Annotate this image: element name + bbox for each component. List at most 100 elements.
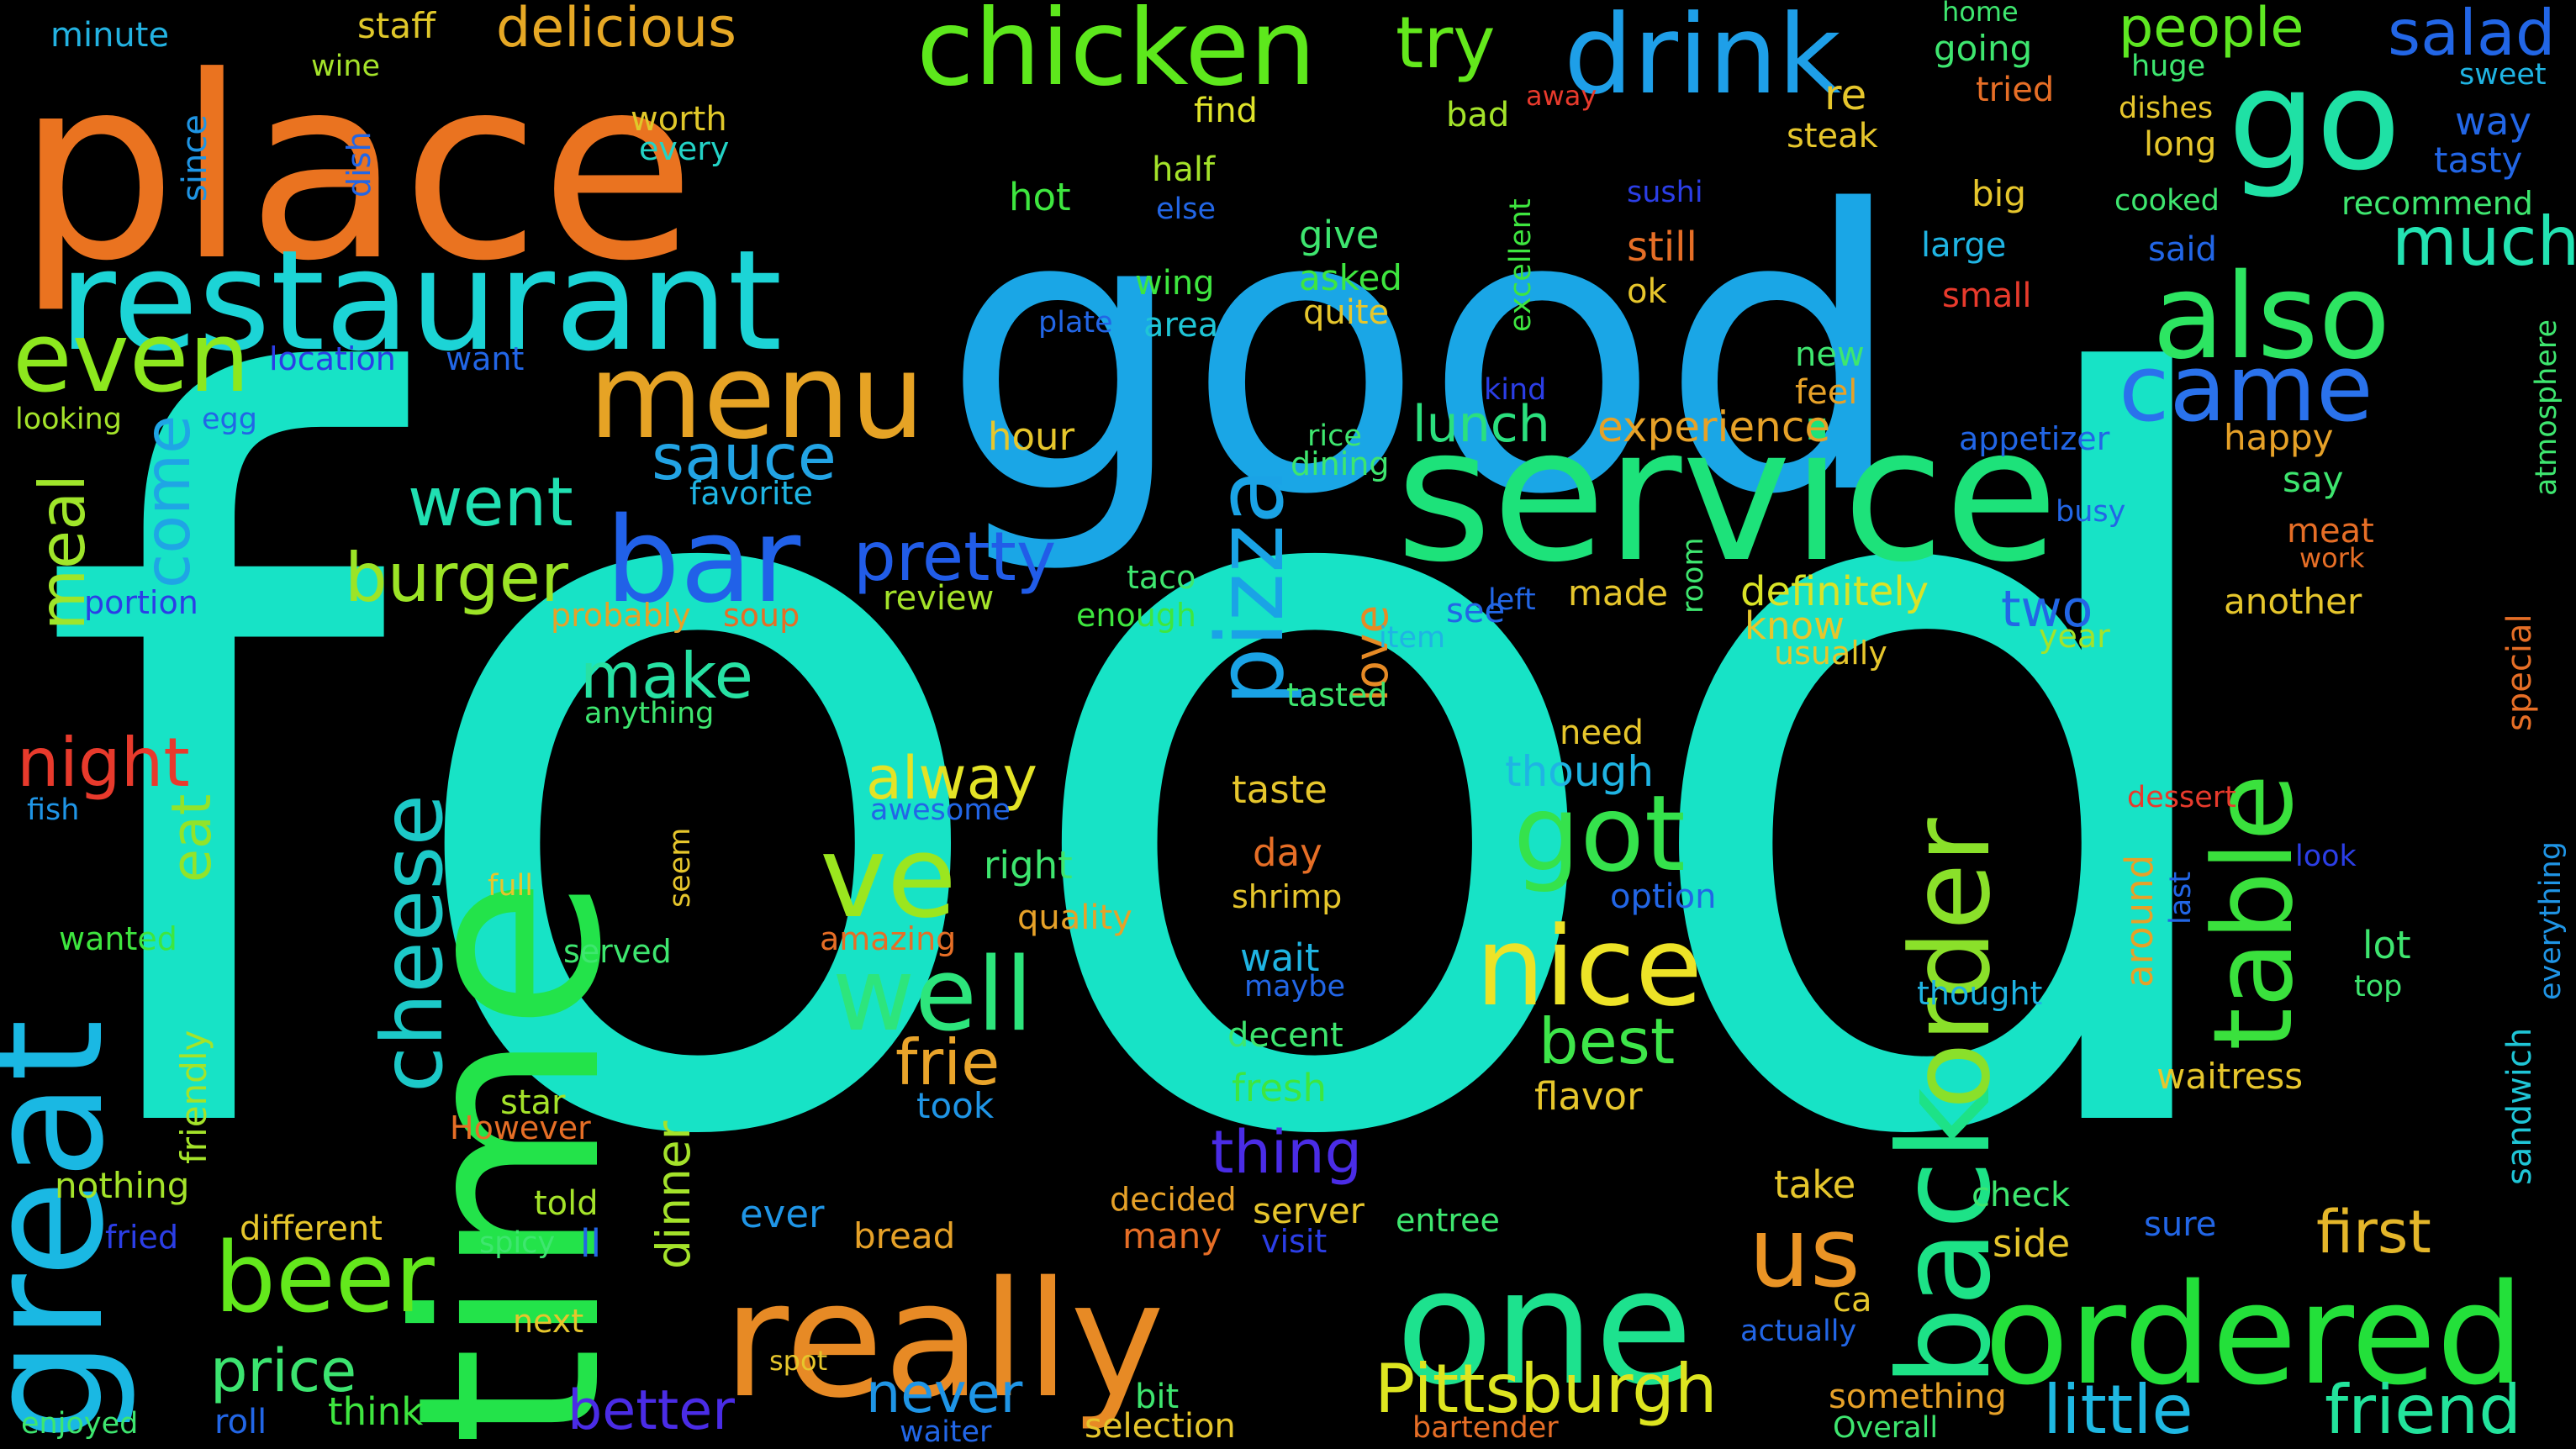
word-alway: alway: [866, 744, 1037, 813]
word-say: say: [2283, 459, 2343, 500]
word-lot: lot: [2362, 923, 2411, 967]
word-eat: eat: [161, 794, 224, 883]
word-something: something: [1829, 1378, 2007, 1416]
word-went: went: [408, 463, 573, 541]
word-also: also: [2152, 249, 2390, 386]
word-ve: ve: [820, 811, 957, 943]
word-egg: egg: [202, 403, 257, 436]
word-next: next: [513, 1303, 583, 1340]
word-kind: kind: [1484, 373, 1546, 407]
word-waitress: waitress: [2156, 1056, 2303, 1097]
word-feel: feel: [1795, 373, 1857, 412]
word-better: better: [567, 1379, 735, 1442]
word-want: want: [446, 340, 524, 377]
word-actually: actually: [1740, 1315, 1856, 1348]
word-friend: friend: [2325, 1371, 2521, 1449]
word-see: see: [1446, 592, 1505, 630]
word-chicken: chicken: [916, 0, 1316, 109]
word-tried: tried: [1976, 71, 2054, 109]
word-long: long: [2144, 125, 2216, 164]
word-go: go: [2228, 40, 2401, 201]
word-wait: wait: [1240, 935, 1320, 980]
word-cheese: cheese: [363, 794, 462, 1093]
word-taco: taco: [1127, 559, 1196, 596]
word-star: star: [500, 1083, 566, 1122]
word-visit: visit: [1261, 1223, 1327, 1260]
word-definitely: definitely: [1740, 568, 1929, 615]
word-table: table: [2189, 774, 2317, 1051]
word-special: special: [2500, 614, 2539, 731]
word-us: us: [1749, 1197, 1861, 1309]
word-great: great: [0, 1020, 139, 1441]
word-give: give: [1299, 213, 1379, 257]
word-every: every: [639, 130, 729, 167]
word-minute: minute: [50, 16, 169, 55]
word-nice: nice: [1475, 903, 1702, 1030]
word-back: back: [1872, 1087, 2019, 1387]
word-decent: decent: [1227, 1016, 1343, 1055]
word-bread: bread: [853, 1215, 955, 1257]
word-dinner: dinner: [647, 1120, 700, 1269]
word-going: going: [1934, 28, 2032, 69]
word-thing: thing: [1211, 1118, 1362, 1187]
word-burger: burger: [345, 539, 568, 617]
word-new: new: [1795, 335, 1865, 374]
word-beer: beer: [214, 1222, 435, 1335]
word-big: big: [1972, 173, 2026, 214]
word-else: else: [1156, 192, 1216, 226]
word-looking: looking: [15, 403, 122, 436]
word-price: price: [210, 1336, 356, 1405]
word-bit: bit: [1135, 1378, 1179, 1416]
word-re: re: [1824, 71, 1866, 119]
word-took: took: [916, 1085, 995, 1126]
word-night: night: [17, 724, 190, 802]
word-ever: ever: [740, 1192, 825, 1236]
word-fresh: fresh: [1232, 1066, 1327, 1110]
word-sushi: sushi: [1627, 176, 1703, 209]
word-worth: worth: [631, 100, 727, 139]
word-hot: hot: [1009, 175, 1071, 219]
word-bar: bar: [605, 493, 801, 630]
word-got: got: [1513, 773, 1686, 895]
word-probably: probably: [551, 597, 691, 634]
word-much: much: [2392, 203, 2576, 281]
word-top: top: [2354, 970, 2402, 1004]
word-steak: steak: [1787, 117, 1879, 155]
word-option: option: [1610, 877, 1716, 916]
word-take: take: [1774, 1162, 1855, 1207]
word-awesome: awesome: [870, 793, 1011, 827]
word-frie: frie: [895, 1025, 1000, 1099]
word-people: people: [2119, 0, 2304, 60]
word-amazing: amazing: [820, 920, 956, 957]
word-bartender: bartender: [1412, 1411, 1559, 1445]
word-thought: thought: [1917, 975, 2042, 1012]
word-everything: everything: [2534, 841, 2568, 1000]
word-another: another: [2224, 581, 2362, 622]
word-good: good: [942, 129, 1906, 579]
word-even: even: [13, 302, 250, 414]
word-asked: asked: [1299, 257, 1402, 298]
word-nothing: nothing: [55, 1165, 189, 1206]
word-pittsburgh: Pittsburgh: [1375, 1350, 1718, 1428]
word-though: though: [1505, 747, 1654, 796]
word-staff: staff: [357, 5, 436, 46]
word-seem: seem: [663, 828, 697, 908]
word-told: told: [534, 1184, 599, 1223]
word-time: time: [363, 876, 657, 1446]
word-one: one: [1396, 1235, 1693, 1420]
word-however: However: [450, 1109, 591, 1146]
word-still: still: [1627, 224, 1697, 271]
word-selection: selection: [1085, 1407, 1236, 1446]
word-fish: fish: [27, 793, 79, 827]
word-left: left: [1488, 583, 1536, 617]
word-home: home: [1942, 0, 2019, 28]
word-love: love: [1344, 605, 1398, 702]
word-place: place: [17, 23, 695, 316]
word-way: way: [2455, 99, 2531, 144]
word-need: need: [1560, 714, 1644, 752]
word-come: come: [130, 415, 204, 588]
word-full: full: [488, 869, 533, 903]
word-overall: Overall: [1833, 1411, 1938, 1445]
